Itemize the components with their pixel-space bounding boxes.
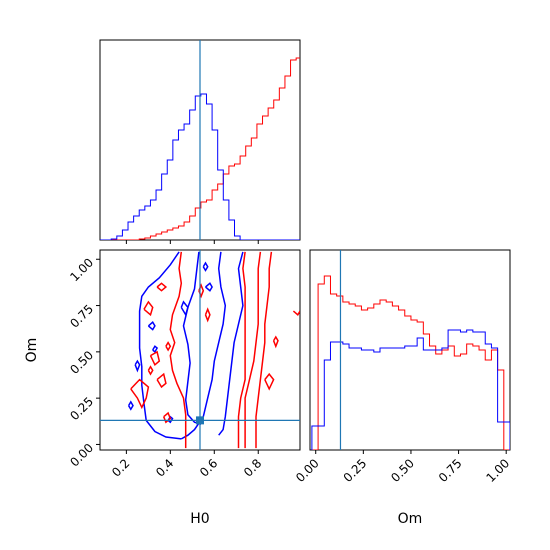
histogram-step-series_a: [311, 275, 510, 450]
contour-line-series_a: [169, 251, 187, 449]
contour-line-series_b: [134, 359, 141, 373]
contour-line-series_a: [156, 282, 168, 292]
contour-line-series_a: [292, 310, 300, 316]
contour-line-series_a: [204, 307, 211, 323]
contour-line-series_b: [202, 261, 209, 272]
contour-line-series_b: [180, 300, 189, 317]
contour-line-series_b: [152, 345, 159, 354]
contour-line-series_a: [156, 372, 167, 389]
hist-h0-series-group: [100, 57, 300, 240]
contour-line-series_b: [218, 251, 244, 436]
contour-line-series_a: [165, 341, 172, 352]
contour-line-series_b: [147, 321, 156, 331]
y-axis-label-om: Om: [24, 338, 40, 363]
hist-om-frame: [309, 249, 511, 451]
contour-line-series_a: [147, 365, 154, 376]
contour-line-series_a: [149, 350, 161, 366]
truth-marker: [196, 416, 204, 425]
histogram-step-series_a: [100, 57, 300, 240]
contour-line-series_a: [272, 335, 279, 349]
contour-line-series_a: [130, 378, 150, 410]
contour-line-series_b: [127, 400, 134, 411]
x-axis-label-om: Om: [398, 511, 423, 527]
hist-om-series-group: [311, 275, 510, 450]
contour-line-series_b: [182, 251, 202, 425]
contour-line-series_a: [143, 300, 154, 317]
contour-line-series_a: [264, 372, 275, 391]
histogram-step-series_b: [100, 93, 300, 240]
contour-line-series_b: [138, 251, 182, 440]
hist-om-panel: [309, 249, 511, 451]
contour-line-series_b: [180, 251, 227, 440]
histogram-step-series_b: [311, 329, 510, 450]
x-axis-label-h0: H0: [190, 511, 209, 527]
contour-line-series_b: [205, 282, 213, 292]
